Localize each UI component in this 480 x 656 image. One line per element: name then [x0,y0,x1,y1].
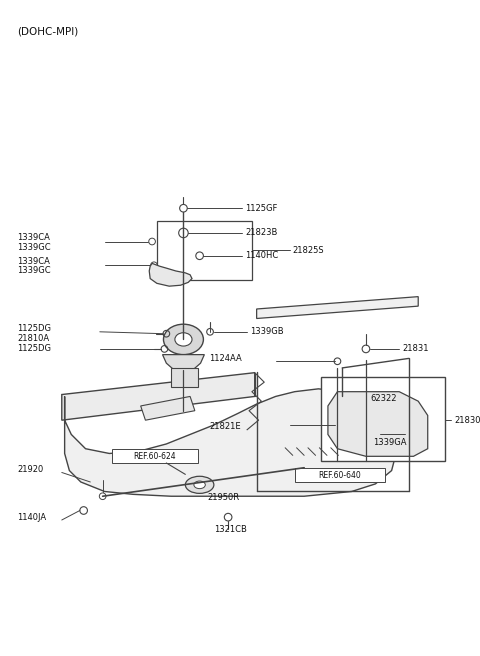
Ellipse shape [343,417,357,432]
Text: 62322: 62322 [371,394,397,403]
Polygon shape [141,396,195,420]
Text: 1125GF: 1125GF [245,204,277,213]
Text: 21825S: 21825S [293,245,324,255]
Ellipse shape [175,333,192,346]
Polygon shape [163,355,204,370]
Text: 1140JA: 1140JA [17,512,46,522]
Text: 1339GA: 1339GA [372,438,406,447]
Polygon shape [149,263,192,286]
Ellipse shape [335,407,365,443]
Text: 21821E: 21821E [209,422,241,432]
Bar [321,377,445,461]
Text: 21810A: 21810A [17,334,49,343]
Text: REF.60-624: REF.60-624 [133,452,176,461]
Text: 1321CB: 1321CB [214,525,247,534]
Bar [295,468,385,482]
Text: 1339GC: 1339GC [17,243,51,252]
Text: 1125DG: 1125DG [17,325,51,333]
Text: 1140HC: 1140HC [245,251,278,260]
Text: 1125DG: 1125DG [17,344,51,354]
Text: 21920: 21920 [17,465,43,474]
Text: 1339CA: 1339CA [17,257,50,266]
Text: 21831: 21831 [402,344,429,354]
Text: REF.60-640: REF.60-640 [318,471,360,480]
Text: (DOHC-MPI): (DOHC-MPI) [17,26,78,37]
Polygon shape [62,373,255,420]
Polygon shape [171,368,198,387]
Text: 1124AA: 1124AA [209,354,242,363]
Polygon shape [328,392,428,457]
Text: 1339GC: 1339GC [17,266,51,276]
Ellipse shape [185,476,214,493]
Bar [112,449,198,463]
Text: 1339GB: 1339GB [250,327,284,337]
Polygon shape [257,297,418,319]
Text: 21950R: 21950R [207,493,240,502]
Text: 21830: 21830 [455,416,480,424]
Text: 1339CA: 1339CA [17,233,50,242]
Ellipse shape [164,324,204,355]
Ellipse shape [194,481,205,489]
Polygon shape [65,389,397,496]
Bar [157,220,252,279]
Text: 21823B: 21823B [245,228,277,237]
